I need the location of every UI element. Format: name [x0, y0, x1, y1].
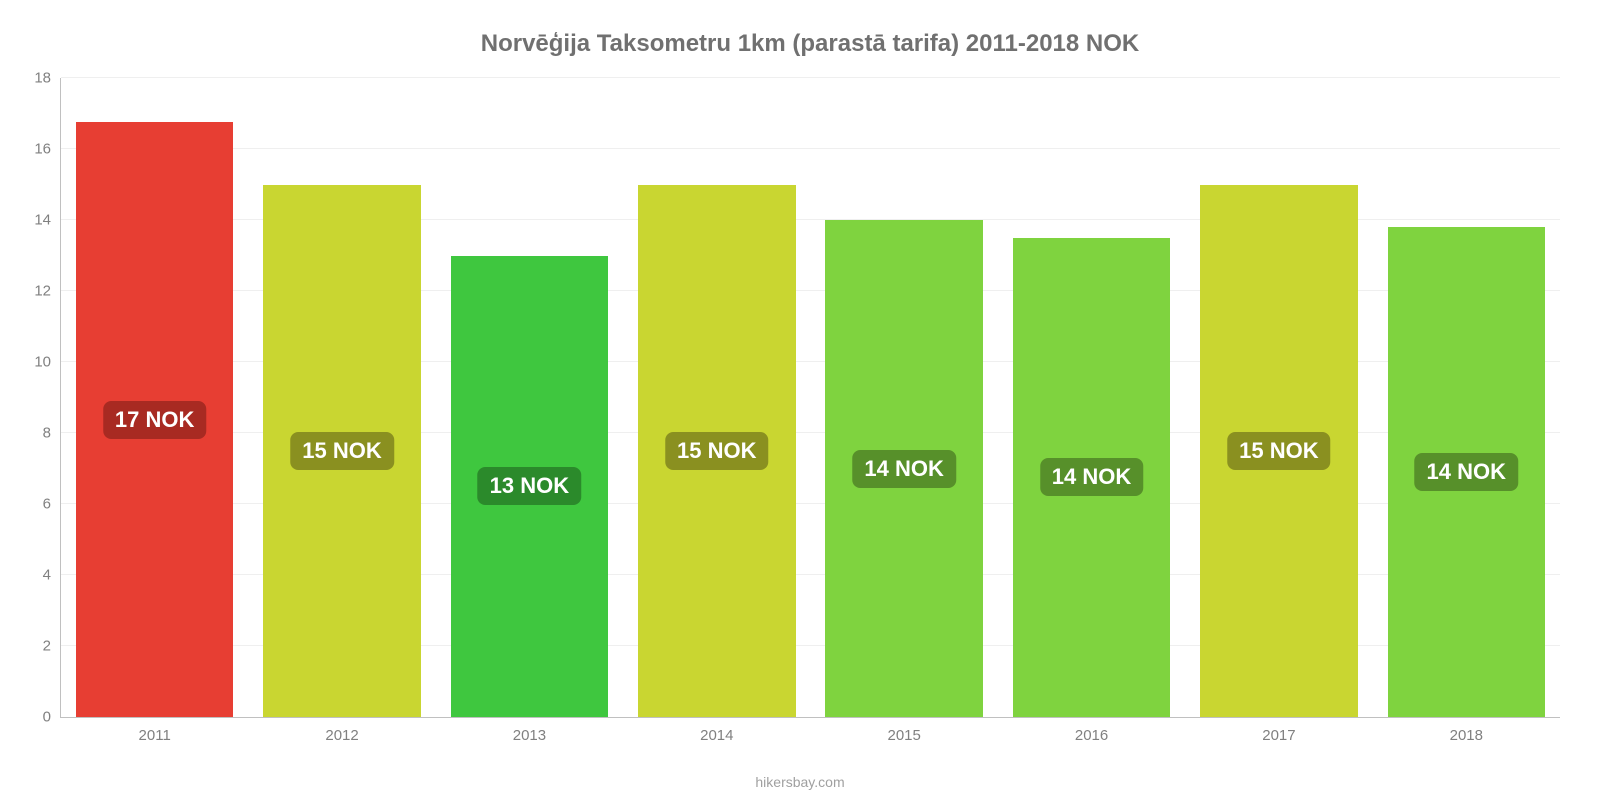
- bar-slot: 15 NOK2017: [1185, 78, 1372, 717]
- bars-row: 17 NOK201115 NOK201213 NOK201315 NOK2014…: [61, 78, 1560, 717]
- ytick-label: 12: [34, 283, 61, 300]
- xtick-label: 2012: [325, 717, 358, 744]
- bar-slot: 13 NOK2013: [436, 78, 623, 717]
- bar-slot: 17 NOK2011: [61, 78, 248, 717]
- bar-slot: 15 NOK2012: [248, 78, 435, 717]
- bar-value-badge: 14 NOK: [852, 450, 955, 488]
- xtick-label: 2016: [1075, 717, 1108, 744]
- bar: 17 NOK: [76, 122, 233, 717]
- chart-container: Norvēģija Taksometru 1km (parastā tarifa…: [0, 0, 1600, 800]
- ytick-label: 4: [43, 567, 61, 584]
- bar-value-badge: 14 NOK: [1415, 453, 1518, 491]
- plot-area: 02468101214161817 NOK201115 NOK201213 NO…: [60, 78, 1560, 718]
- ytick-label: 8: [43, 425, 61, 442]
- xtick-label: 2017: [1262, 717, 1295, 744]
- bar-slot: 14 NOK2015: [811, 78, 998, 717]
- ytick-label: 16: [34, 141, 61, 158]
- bar: 14 NOK: [1388, 227, 1545, 717]
- xtick-label: 2013: [513, 717, 546, 744]
- bar-value-badge: 15 NOK: [665, 432, 768, 470]
- ytick-label: 6: [43, 496, 61, 513]
- chart-footer: hikersbay.com: [755, 774, 844, 790]
- ytick-label: 18: [34, 70, 61, 87]
- bar: 14 NOK: [1013, 238, 1170, 717]
- xtick-label: 2018: [1450, 717, 1483, 744]
- bar-value-badge: 13 NOK: [478, 467, 581, 505]
- bar-value-badge: 14 NOK: [1040, 458, 1143, 496]
- bar-slot: 15 NOK2014: [623, 78, 810, 717]
- bar-slot: 14 NOK2018: [1373, 78, 1560, 717]
- xtick-label: 2015: [888, 717, 921, 744]
- bar: 13 NOK: [451, 256, 608, 718]
- ytick-label: 2: [43, 638, 61, 655]
- bar-value-badge: 15 NOK: [290, 432, 393, 470]
- xtick-label: 2011: [139, 717, 171, 744]
- bar-value-badge: 17 NOK: [103, 401, 206, 439]
- bar-slot: 14 NOK2016: [998, 78, 1185, 717]
- xtick-label: 2014: [700, 717, 733, 744]
- bar-value-badge: 15 NOK: [1227, 432, 1330, 470]
- bar: 15 NOK: [263, 185, 420, 718]
- ytick-label: 10: [34, 354, 61, 371]
- chart-title: Norvēģija Taksometru 1km (parastā tarifa…: [60, 30, 1560, 58]
- bar: 15 NOK: [638, 185, 795, 718]
- bar: 14 NOK: [825, 220, 982, 717]
- ytick-label: 0: [43, 709, 61, 726]
- ytick-label: 14: [34, 212, 61, 229]
- bar: 15 NOK: [1200, 185, 1357, 718]
